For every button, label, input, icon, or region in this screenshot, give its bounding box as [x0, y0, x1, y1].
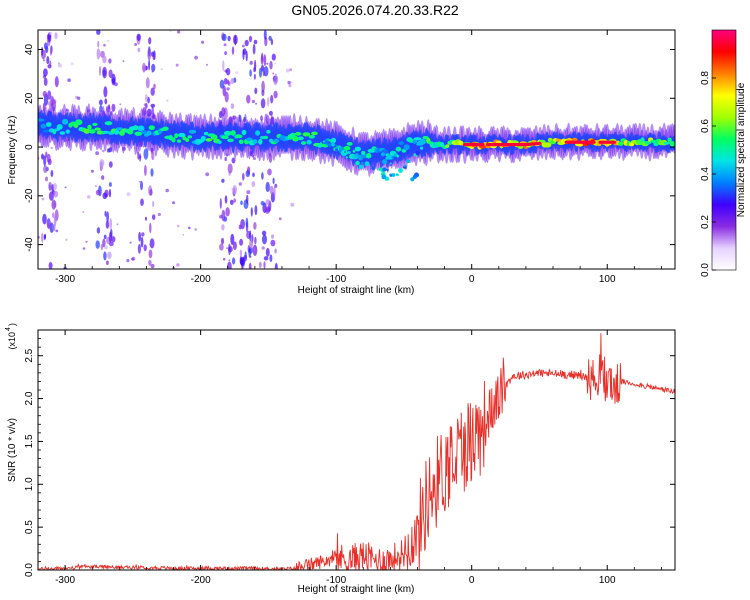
snr-plot-area [38, 330, 675, 570]
x-tick-label: -300 [55, 575, 75, 586]
y-tick-label: 0.0 [24, 563, 35, 577]
y-tick-label: -40 [24, 237, 35, 252]
colorbar-tick-label: 0.8 [700, 71, 711, 85]
colorbar-ticks: 0.0 0.2 0.4 0.6 0.8 [700, 71, 716, 277]
snr-panel: -300 -200 -100 0 100 0.0 0.5 1.0 1.5 2.0 2.5 Heig… [5, 323, 676, 595]
spectrogram-x-ticks: -300 -200 -100 0 100 [37, 30, 662, 285]
x-tick-label: 100 [599, 274, 616, 285]
spectrogram-y-label: Frequency (Hz) [7, 116, 18, 185]
snr-y-ticks: 0.0 0.5 1.0 1.5 2.0 2.5 [24, 338, 675, 577]
x-tick-label: -100 [326, 274, 346, 285]
snr-y-scale-close: ) [7, 323, 17, 326]
colorbar-tick-label: 0.2 [700, 215, 711, 229]
y-tick-label: 1.0 [24, 477, 35, 491]
y-tick-label: 2.0 [24, 391, 35, 405]
snr-y-scale-label: (x10 [7, 332, 17, 350]
snr-x-label: Height of straight line (km) [298, 584, 415, 595]
y-tick-label: -20 [24, 188, 35, 203]
x-tick-label: -300 [55, 274, 75, 285]
x-tick-label: 100 [599, 575, 616, 586]
colorbar-gradient [712, 30, 736, 270]
spectrogram-y-ticks: -40 -20 0 20 40 [24, 44, 675, 252]
y-tick-label: 20 [24, 92, 35, 104]
y-tick-label: 2.5 [24, 348, 35, 362]
noise-bands [38, 30, 295, 269]
figure-title: GN05.2026.074.20.33.R22 [291, 2, 459, 18]
colorbar-tick-label: 0.0 [700, 263, 711, 277]
snr-line [38, 333, 675, 570]
x-tick-label: -100 [326, 575, 346, 586]
snr-y-label: SNR (10 * v/v) [7, 418, 18, 482]
colorbar-tick-label: 0.4 [700, 167, 711, 181]
x-tick-label: 0 [469, 274, 475, 285]
colorbar: 0.0 0.2 0.4 0.6 0.8 Normalized spectral ampl… [700, 29, 747, 277]
x-tick-label: -200 [191, 575, 211, 586]
ridge [38, 102, 675, 182]
y-tick-label: 1.5 [24, 434, 35, 448]
y-tick-label: 0.5 [24, 520, 35, 534]
y-tick-label: 0 [24, 144, 35, 150]
snr-series [38, 333, 675, 570]
snr-x-ticks: -300 -200 -100 0 100 [37, 330, 662, 586]
y-tick-label: 40 [24, 44, 35, 56]
colorbar-label: Normalized spectral amplitude [736, 82, 747, 217]
snr-y-scale: (x10 4 ) [5, 323, 17, 350]
x-tick-label: 0 [469, 575, 475, 586]
colorbar-frame [711, 29, 737, 271]
x-tick-label: -200 [191, 274, 211, 285]
snr-y-scale-exponent: 4 [5, 327, 12, 331]
spectrogram-heatmap [38, 30, 675, 269]
spectrogram-x-label: Height of straight line (km) [298, 285, 415, 296]
colorbar-tick-label: 0.6 [700, 119, 711, 133]
spectrogram-frame [37, 29, 676, 270]
